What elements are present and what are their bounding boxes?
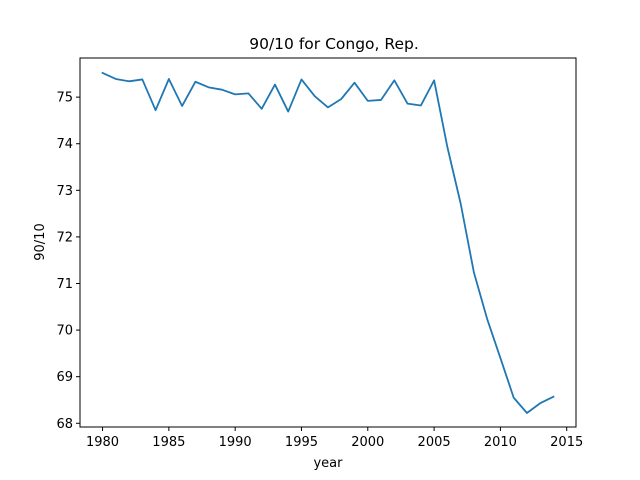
plot-area: 1980 1985 1990 1995 2000 2005 2010 2015 68 69 70 71… — [56, 57, 583, 450]
x-tick-label-1995: 1995 — [285, 435, 318, 450]
chart-title: 90/10 for Congo, Rep. — [249, 35, 419, 53]
y-tick-label-75: 75 — [56, 91, 73, 106]
y-tick-label-70: 70 — [56, 324, 73, 339]
x-axis-label: year — [313, 456, 343, 471]
y-axis-label: 90/10 — [33, 223, 48, 260]
series-line-0 — [101, 71, 555, 414]
x-tick-label-1980: 1980 — [86, 435, 119, 450]
y-tick-label-69: 69 — [56, 370, 73, 385]
x-tick-label-2000: 2000 — [351, 435, 384, 450]
y-tick-label-71: 71 — [56, 277, 73, 292]
y-tick-label-73: 73 — [56, 184, 73, 199]
axes-frame — [79, 57, 577, 428]
x-tick-label-1985: 1985 — [152, 435, 185, 450]
x-tick-label-2010: 2010 — [484, 435, 517, 450]
y-tick-label-72: 72 — [56, 230, 73, 245]
x-tick-label-2015: 2015 — [550, 435, 583, 450]
x-tick-label-1990: 1990 — [219, 435, 252, 450]
y-tick-label-74: 74 — [56, 137, 73, 152]
y-tick-label-68: 68 — [56, 417, 73, 432]
x-tick-label-2005: 2005 — [418, 435, 451, 450]
